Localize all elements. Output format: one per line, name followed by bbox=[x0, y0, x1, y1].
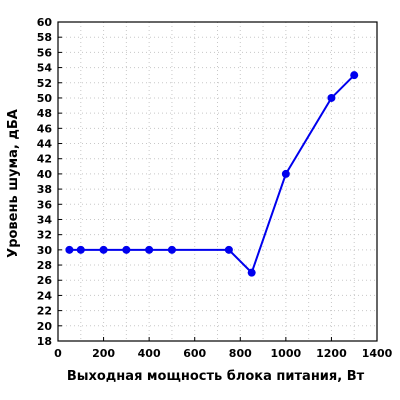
data-point bbox=[167, 245, 176, 254]
x-axis-title: Выходная мощность блока питания, Вт bbox=[67, 369, 365, 384]
y-tick-label: 56 bbox=[37, 46, 53, 59]
y-tick-label: 58 bbox=[37, 31, 52, 44]
y-tick-label: 46 bbox=[37, 122, 53, 135]
data-point bbox=[327, 93, 336, 102]
y-tick-label: 30 bbox=[37, 244, 53, 257]
x-tick-label: 0 bbox=[54, 347, 62, 360]
series-line bbox=[69, 74, 355, 275]
y-tick-label: 42 bbox=[37, 153, 52, 166]
grid bbox=[58, 22, 377, 341]
x-tick-label: 600 bbox=[183, 347, 206, 360]
y-tick-label: 38 bbox=[37, 183, 52, 196]
data-point bbox=[350, 71, 359, 80]
data-point bbox=[76, 245, 85, 254]
y-tick-label: 22 bbox=[37, 305, 52, 318]
y-tick-label: 26 bbox=[37, 274, 53, 287]
data-point bbox=[224, 245, 233, 254]
y-tick-label: 20 bbox=[37, 320, 53, 333]
y-tick-label: 32 bbox=[37, 229, 52, 242]
data-point bbox=[122, 245, 131, 254]
data-point bbox=[99, 245, 108, 254]
data-point bbox=[247, 268, 256, 277]
y-tick-label: 52 bbox=[37, 77, 52, 90]
y-tick-label: 28 bbox=[37, 259, 52, 272]
x-axis: 0 200 400 600 800 1000 1200 1400 bbox=[54, 337, 393, 360]
x-tick-label: 400 bbox=[138, 347, 161, 360]
x-tick-label: 1000 bbox=[271, 347, 302, 360]
y-tick-label: 48 bbox=[37, 107, 52, 120]
x-tick-label: 1200 bbox=[316, 347, 347, 360]
x-tick-label: 1400 bbox=[362, 347, 393, 360]
y-tick-label: 60 bbox=[37, 16, 53, 29]
y-axis: 18 20 22 24 26 28 30 32 34 36 38 40 42 44 46 48 50 52 54 56… bbox=[37, 16, 62, 348]
y-tick-label: 50 bbox=[37, 92, 53, 105]
y-tick-label: 40 bbox=[37, 168, 53, 181]
y-tick-label: 34 bbox=[37, 213, 53, 226]
data-point bbox=[281, 169, 290, 178]
data-point bbox=[145, 245, 154, 254]
y-tick-label: 44 bbox=[37, 138, 53, 151]
x-tick-label: 200 bbox=[92, 347, 115, 360]
y-tick-label: 18 bbox=[37, 335, 52, 348]
y-axis-title: Уровень шума, дБА bbox=[6, 109, 21, 258]
series bbox=[65, 71, 359, 277]
plot-frame bbox=[57, 21, 378, 342]
x-tick-label: 800 bbox=[229, 347, 252, 360]
data-point bbox=[65, 245, 74, 254]
y-tick-label: 36 bbox=[37, 198, 53, 211]
y-tick-label: 24 bbox=[37, 289, 53, 302]
y-tick-label: 54 bbox=[37, 62, 53, 75]
